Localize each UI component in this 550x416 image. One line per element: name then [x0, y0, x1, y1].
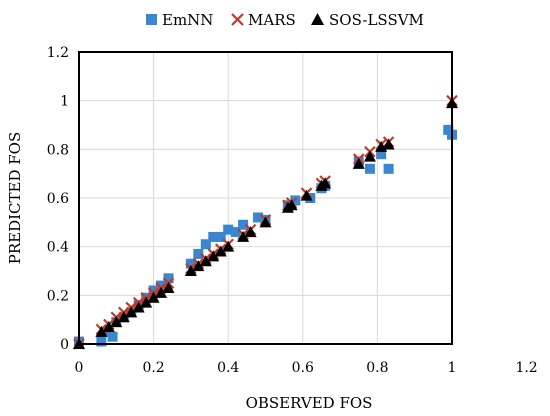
point-emnn [185, 258, 196, 269]
y-tick-label: 1.2 [47, 45, 69, 61]
point-emnn [230, 227, 241, 238]
y-axis-title: PREDICTED FOS [6, 132, 24, 265]
point-sos-lssvm [117, 311, 130, 323]
point-emnn [163, 273, 174, 284]
legend-item-emnn: EmNN [146, 11, 213, 29]
point-emnn [193, 248, 204, 259]
point-sos-lssvm [300, 189, 313, 201]
legend-marker-emnn [146, 14, 157, 25]
point-sos-lssvm [125, 306, 138, 318]
point-sos-lssvm [147, 291, 160, 303]
point-sos-lssvm [237, 230, 250, 242]
y-tick-label: 0.8 [47, 142, 69, 158]
point-emnn [156, 280, 167, 291]
point-sos-lssvm [192, 260, 205, 272]
point-sos-lssvm [132, 301, 145, 313]
x-tick-label: 0.4 [217, 360, 239, 376]
y-tick-label: 0.6 [47, 191, 69, 207]
y-tick-label: 0.4 [47, 240, 69, 256]
x-tick-labels: 0 0.2 0.4 0.6 0.8 1 1.2 [75, 360, 538, 376]
point-sos-lssvm [214, 245, 227, 257]
point-sos-lssvm [140, 296, 153, 308]
point-sos-lssvm [110, 316, 123, 328]
point-sos-lssvm [184, 265, 197, 276]
x-tick-label: 1.2 [515, 360, 537, 376]
legend-marker-sos-lssvm [311, 13, 324, 25]
point-sos-lssvm [244, 226, 257, 238]
point-emnn [238, 219, 249, 230]
point-sos-lssvm [95, 325, 108, 337]
point-sos-lssvm [222, 240, 235, 252]
plot-frame [78, 51, 453, 345]
point-emnn [148, 285, 159, 296]
point-sos-lssvm [319, 177, 332, 189]
x-tick-label: 0.8 [366, 360, 388, 376]
point-sos-lssvm [352, 157, 365, 169]
legend-label-emnn: EmNN [162, 11, 213, 29]
point-sos-lssvm [199, 255, 212, 267]
point-emnn [215, 231, 226, 242]
legend-marker-mars [231, 13, 244, 26]
point-sos-lssvm [363, 150, 376, 162]
point-sos-lssvm [162, 282, 175, 294]
y-tick-label: 0.2 [47, 288, 69, 304]
x-axis-title: OBSERVED FOS [246, 394, 373, 412]
point-sos-lssvm [285, 199, 298, 211]
x-tick-label: 0.2 [142, 360, 164, 376]
point-sos-lssvm [207, 250, 220, 262]
point-sos-lssvm [155, 286, 168, 298]
point-emnn [96, 336, 107, 347]
legend-item-sos-lssvm: SOS-LSSVM [311, 11, 424, 29]
point-emnn [253, 212, 264, 223]
point-emnn [376, 149, 387, 160]
point-emnn [200, 239, 211, 250]
data-points [73, 94, 458, 350]
x-tick-label: 1 [448, 360, 457, 376]
point-emnn [223, 224, 234, 235]
x-tick-label: 0.6 [292, 360, 314, 376]
y-tick-labels: 0 0.2 0.4 0.6 0.8 1 1.2 [47, 45, 69, 353]
point-emnn [364, 163, 375, 174]
point-sos-lssvm [102, 320, 115, 332]
point-emnn [208, 231, 219, 242]
point-emnn [107, 331, 118, 342]
x-tick-label: 0 [75, 360, 84, 376]
legend: EmNN MARS SOS-LSSVM [146, 11, 424, 29]
point-emnn [383, 163, 394, 174]
point-sos-lssvm [382, 138, 395, 150]
legend-label-mars: MARS [248, 11, 296, 29]
legend-item-mars: MARS [231, 11, 296, 29]
y-tick-label: 1 [60, 94, 69, 110]
point-sos-lssvm [259, 216, 272, 228]
y-tick-label: 0 [60, 337, 69, 353]
legend-label-sos-lssvm: SOS-LSSVM [329, 11, 424, 29]
